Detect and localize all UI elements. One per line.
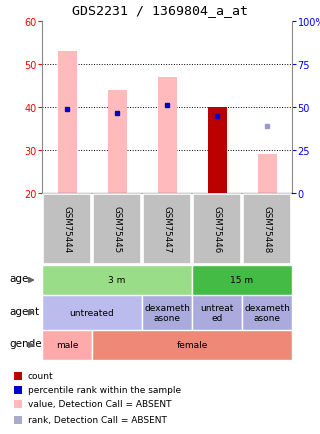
Bar bbox=[14, 416, 22, 424]
Bar bbox=[43, 195, 91, 264]
Text: 15 m: 15 m bbox=[230, 276, 253, 285]
Text: agent: agent bbox=[9, 306, 39, 316]
Text: age: age bbox=[9, 274, 28, 284]
Bar bbox=[258, 155, 276, 194]
Text: gender: gender bbox=[9, 339, 46, 349]
Bar bbox=[14, 386, 22, 394]
Bar bbox=[42, 265, 192, 295]
Bar bbox=[42, 330, 92, 360]
Bar bbox=[42, 295, 142, 330]
Text: count: count bbox=[28, 372, 54, 381]
Text: male: male bbox=[56, 341, 78, 350]
Bar bbox=[143, 195, 191, 264]
Bar bbox=[207, 108, 227, 194]
Text: dexameth
asone: dexameth asone bbox=[244, 303, 290, 322]
Bar bbox=[157, 78, 177, 194]
Bar bbox=[14, 400, 22, 408]
Text: rank, Detection Call = ABSENT: rank, Detection Call = ABSENT bbox=[28, 415, 167, 424]
Bar bbox=[193, 195, 241, 264]
Text: untreat
ed: untreat ed bbox=[200, 303, 234, 322]
Bar bbox=[14, 372, 22, 380]
Bar bbox=[108, 91, 126, 194]
Text: 3 m: 3 m bbox=[108, 276, 126, 285]
Text: GSM75446: GSM75446 bbox=[212, 206, 221, 253]
Text: percentile rank within the sample: percentile rank within the sample bbox=[28, 386, 181, 395]
Text: GSM75444: GSM75444 bbox=[62, 206, 71, 253]
Text: dexameth
asone: dexameth asone bbox=[144, 303, 190, 322]
Text: untreated: untreated bbox=[70, 308, 114, 317]
Bar bbox=[92, 330, 292, 360]
Text: GDS2231 / 1369804_a_at: GDS2231 / 1369804_a_at bbox=[72, 4, 248, 17]
Bar bbox=[93, 195, 141, 264]
Bar bbox=[242, 295, 292, 330]
Bar bbox=[243, 195, 291, 264]
Bar bbox=[142, 295, 192, 330]
Text: GSM75447: GSM75447 bbox=[163, 206, 172, 253]
Bar bbox=[192, 295, 242, 330]
Bar bbox=[192, 265, 292, 295]
Text: female: female bbox=[176, 341, 208, 350]
Text: GSM75448: GSM75448 bbox=[262, 206, 271, 253]
Text: GSM75445: GSM75445 bbox=[113, 206, 122, 253]
Bar bbox=[58, 52, 76, 194]
Text: value, Detection Call = ABSENT: value, Detection Call = ABSENT bbox=[28, 400, 172, 408]
